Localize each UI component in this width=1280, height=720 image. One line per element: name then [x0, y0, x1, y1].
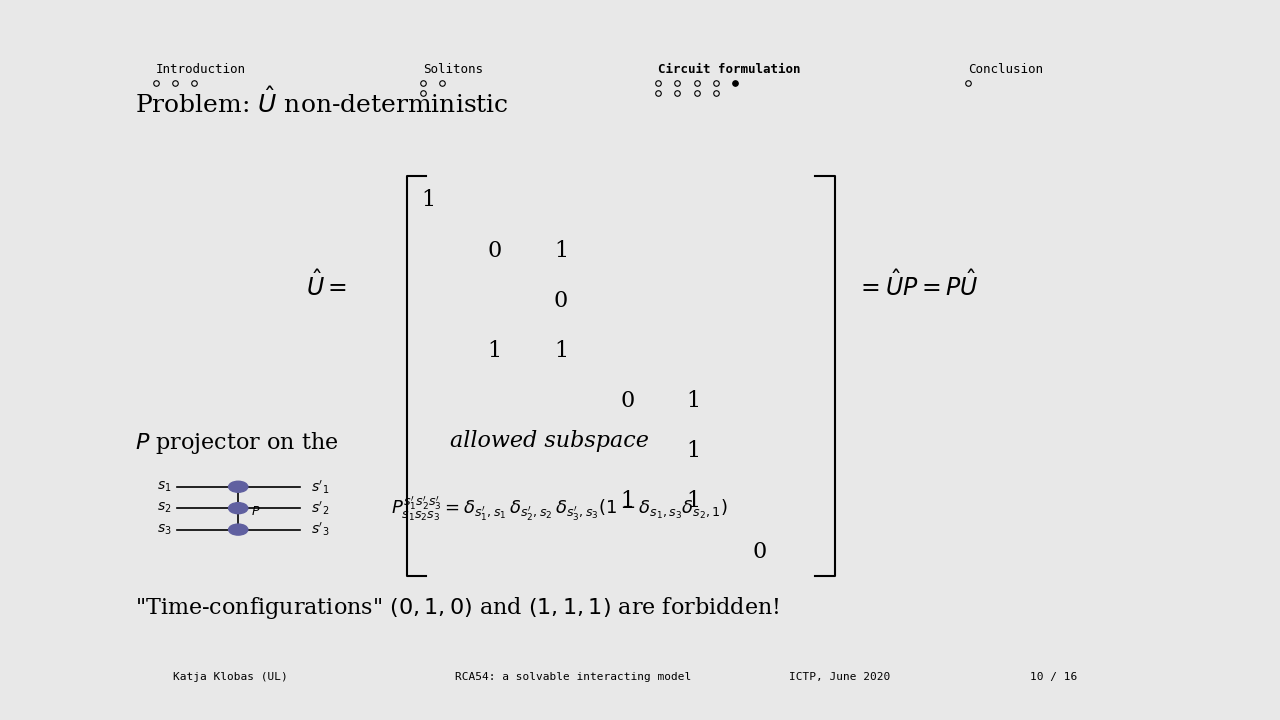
Text: Katja Klobas (UL): Katja Klobas (UL) [173, 672, 288, 682]
Text: 1: 1 [554, 340, 568, 362]
Text: $s'_2$: $s'_2$ [311, 500, 329, 517]
Text: $\hat{U} =$: $\hat{U} =$ [306, 271, 347, 301]
Text: 10 / 16: 10 / 16 [1030, 672, 1078, 682]
Circle shape [229, 503, 248, 513]
Text: 0: 0 [488, 240, 502, 261]
Text: $P_{s_1 s_2 s_3}^{s_1^\prime s_2^\prime s_3^\prime}= \delta_{s_1^\prime,s_1}\,\d: $P_{s_1 s_2 s_3}^{s_1^\prime s_2^\prime … [392, 494, 728, 523]
Text: allowed subspace: allowed subspace [449, 430, 649, 452]
Text: $s'_3$: $s'_3$ [311, 521, 329, 539]
Text: 1: 1 [554, 240, 568, 261]
Text: 1: 1 [686, 390, 700, 412]
Text: $P$ projector on the: $P$ projector on the [134, 430, 339, 456]
Text: 0: 0 [753, 541, 767, 562]
Circle shape [229, 481, 248, 492]
Text: $s_3$: $s_3$ [157, 523, 172, 537]
Text: 1: 1 [686, 490, 700, 513]
Text: 1: 1 [621, 490, 635, 513]
Text: Solitons: Solitons [424, 63, 483, 76]
Text: 1: 1 [686, 440, 700, 462]
Text: ICTP, June 2020: ICTP, June 2020 [790, 672, 891, 682]
Text: RCA54: a solvable interacting model: RCA54: a solvable interacting model [454, 672, 691, 682]
Text: Problem: $\hat{U}$ non-deterministic: Problem: $\hat{U}$ non-deterministic [134, 87, 508, 118]
Text: 1: 1 [488, 340, 502, 362]
Text: 0: 0 [554, 289, 568, 312]
Text: Conclusion: Conclusion [968, 63, 1043, 76]
Text: "Time-configurations" $(0,1,0)$ and $(1,1,1)$ are forbidden!: "Time-configurations" $(0,1,0)$ and $(1,… [134, 595, 780, 621]
Text: $= \hat{U}P = P\hat{U}$: $= \hat{U}P = P\hat{U}$ [856, 271, 979, 301]
Text: 1: 1 [421, 189, 435, 212]
Circle shape [229, 524, 248, 535]
Text: $s_2$: $s_2$ [157, 501, 172, 516]
Text: $s_1$: $s_1$ [157, 480, 172, 494]
Text: $s'_1$: $s'_1$ [311, 478, 329, 495]
Text: $P$: $P$ [251, 505, 261, 518]
Text: 0: 0 [620, 390, 635, 412]
Text: Circuit formulation: Circuit formulation [658, 63, 801, 76]
Text: Introduction: Introduction [156, 63, 246, 76]
